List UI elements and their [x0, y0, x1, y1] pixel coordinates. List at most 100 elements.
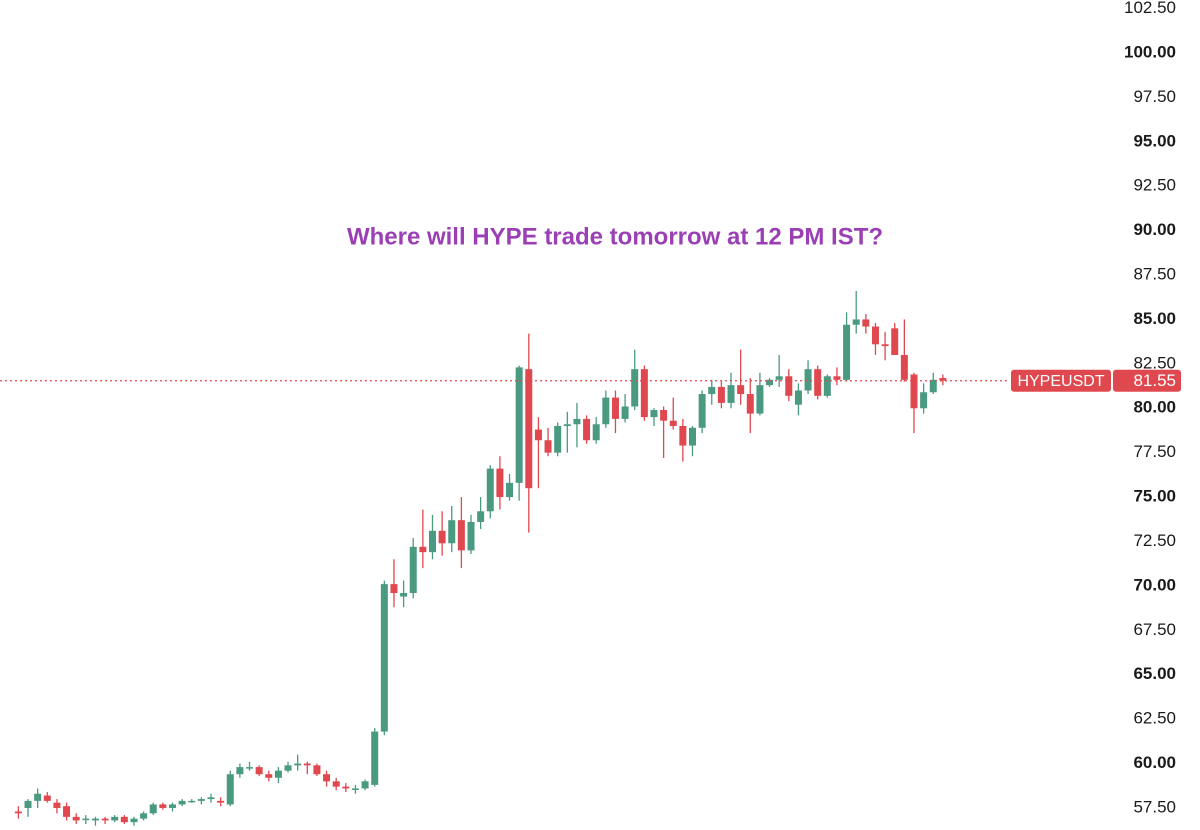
candle-body — [756, 385, 764, 414]
candle-body — [660, 410, 668, 421]
candle-body — [236, 767, 244, 775]
candle-body — [486, 468, 494, 512]
candle-body — [197, 799, 205, 801]
candle-body — [303, 763, 311, 766]
candle-body — [708, 386, 716, 395]
candle-body — [34, 793, 42, 801]
candle-body — [563, 424, 571, 427]
candle-body — [380, 584, 388, 732]
candle-body — [24, 800, 32, 808]
candle-body — [111, 816, 119, 821]
candle-body — [130, 818, 138, 823]
candle-body — [438, 530, 446, 544]
y-tick-label: 67.50 — [1133, 620, 1176, 639]
candle-body — [794, 390, 802, 405]
candle-body — [881, 344, 889, 347]
candle-body — [506, 482, 514, 498]
candle-body — [265, 774, 273, 778]
candle-body — [53, 802, 61, 808]
y-tick-label: 65.00 — [1133, 664, 1176, 683]
candle-body — [409, 546, 417, 594]
candle-body — [920, 392, 928, 409]
candle-body — [727, 385, 735, 403]
candle-body — [390, 584, 398, 594]
candle-body — [467, 521, 475, 551]
candle-body — [188, 800, 196, 803]
candle-body — [43, 795, 51, 801]
candle-body — [871, 326, 879, 345]
candle-body — [862, 319, 870, 327]
candle-body — [621, 406, 629, 419]
candle-body — [910, 374, 918, 409]
y-tick-label: 92.50 — [1133, 176, 1176, 195]
candle-body — [698, 394, 706, 428]
candle-body — [717, 386, 725, 403]
candle-body — [775, 376, 783, 380]
y-tick-label: 72.50 — [1133, 531, 1176, 550]
candle-body — [679, 426, 687, 446]
y-tick-label: 82.50 — [1133, 353, 1176, 372]
y-tick-label: 87.50 — [1133, 264, 1176, 283]
candle-body — [640, 369, 648, 418]
candle-body — [168, 804, 176, 808]
candle-body — [149, 804, 157, 814]
candle-body — [323, 774, 331, 782]
candle-body — [428, 530, 436, 553]
candle-body — [631, 369, 639, 407]
candle-body — [689, 427, 696, 446]
symbol-tag — [1011, 369, 1111, 392]
candle-body — [534, 429, 542, 441]
candle-body — [814, 369, 822, 396]
y-tick-label: 60.00 — [1133, 753, 1176, 772]
candle-body — [159, 804, 167, 808]
candle-body — [72, 816, 80, 821]
y-tick-label: 77.50 — [1133, 442, 1176, 461]
candle-body — [371, 731, 379, 785]
candle-body — [669, 420, 677, 427]
candle-body — [477, 511, 485, 522]
candle-body — [737, 385, 745, 395]
candle-body — [583, 418, 591, 441]
candle-body — [515, 367, 523, 483]
candle-body — [823, 376, 831, 396]
candle-body — [284, 765, 292, 771]
y-tick-label: 100.00 — [1124, 42, 1176, 61]
candle-body — [91, 818, 99, 821]
price-tag-label: 81.55 — [1133, 371, 1176, 390]
y-tick-label: 85.00 — [1133, 309, 1176, 328]
candle-body — [900, 354, 908, 380]
candle-body — [120, 816, 128, 823]
candle-body — [766, 379, 774, 386]
candle-body — [255, 767, 263, 775]
candle-body — [14, 811, 22, 814]
y-tick-label: 102.50 — [1124, 0, 1176, 17]
candle-body — [554, 426, 562, 453]
candle-body — [400, 593, 408, 597]
candle-body — [274, 770, 282, 778]
candle-body — [361, 781, 369, 789]
candle-body — [650, 410, 658, 418]
candle-body — [929, 379, 937, 393]
candle-body — [217, 800, 225, 803]
y-tick-label: 70.00 — [1133, 575, 1176, 594]
candle-body — [573, 418, 581, 425]
candle-body — [207, 797, 215, 800]
candle-body — [785, 376, 793, 396]
candle-body — [313, 765, 321, 775]
candle-body — [544, 440, 552, 453]
candle-body — [419, 546, 427, 553]
y-tick-label: 80.00 — [1133, 398, 1176, 417]
candle-body — [63, 806, 71, 817]
y-tick-label: 95.00 — [1133, 131, 1176, 150]
y-tick-label: 97.50 — [1133, 87, 1176, 106]
candle-body — [246, 767, 254, 769]
candle-body — [226, 774, 234, 805]
y-tick-label: 75.00 — [1133, 487, 1176, 506]
candle-body — [140, 813, 148, 819]
candle-body — [592, 424, 600, 441]
candle-body — [101, 818, 109, 821]
y-tick-label: 90.00 — [1133, 220, 1176, 239]
candle-body — [457, 520, 465, 551]
candle-body — [342, 786, 350, 789]
